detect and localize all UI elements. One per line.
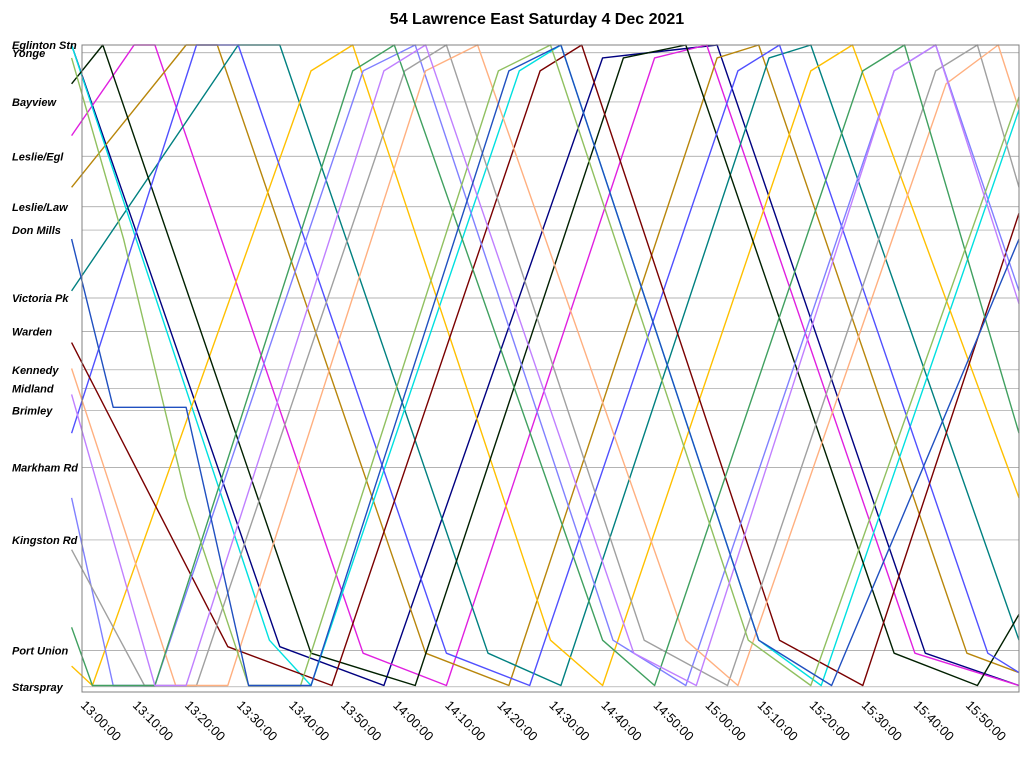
stop-label: Eglinton Stn [12, 40, 77, 52]
time-tick-label: 15:10:00 [755, 698, 801, 744]
stop-label: Midland [12, 384, 54, 396]
time-tick: 14:00:00 [390, 698, 436, 744]
trip-line-10 [70, 44, 1020, 687]
stop-label: Port Union [12, 646, 68, 658]
time-tick-label: 14:40:00 [598, 698, 644, 744]
time-tick-label: 15:20:00 [807, 698, 853, 744]
time-tick-label: 13:30:00 [234, 698, 280, 744]
stop-label: Victoria Pk [12, 293, 69, 305]
stop-label: Don Mills [12, 225, 61, 237]
stop-label: Bayview [12, 97, 57, 109]
time-tick: 15:10:00 [755, 698, 801, 744]
time-tick-label: 13:10:00 [130, 698, 176, 744]
stop-label: Warden [12, 327, 52, 339]
trip-line-4 [71, 44, 1020, 687]
time-tick: 13:00:00 [78, 698, 124, 744]
time-tick-label: 15:40:00 [911, 698, 957, 744]
time-axis-labels: 13:00:00 13:10:00 13:20:00 13:30:00 13:40:00… [78, 698, 1009, 744]
stop-label: Leslie/Egl [12, 151, 64, 163]
time-tick-label: 15:30:00 [859, 698, 905, 744]
stop-label: Markham Rd [12, 462, 78, 474]
time-tick: 13:40:00 [286, 698, 332, 744]
stop-gridlines [82, 44, 1019, 688]
trip-line-7 [71, 44, 1020, 687]
time-tick: 15:00:00 [703, 698, 749, 744]
plot-frame [81, 44, 1020, 693]
time-tick-label: 14:10:00 [442, 698, 488, 744]
stop-label: Kennedy [12, 365, 59, 377]
time-tick: 13:10:00 [130, 698, 176, 744]
trip-line-9 [70, 44, 1020, 687]
trip-line-16 [70, 44, 1020, 687]
time-tick-label: 14:50:00 [650, 698, 696, 744]
time-tick: 14:10:00 [442, 698, 488, 744]
trip-line-11 [70, 44, 1020, 687]
time-tick-label: 14:20:00 [494, 698, 540, 744]
trip-lines [70, 44, 1020, 687]
time-tick-label: 13:20:00 [182, 698, 228, 744]
chart-title: 54 Lawrence East Saturday 4 Dec 2021 [390, 11, 684, 28]
stop-label: Leslie/Law [12, 202, 69, 214]
time-tick-label: 15:50:00 [963, 698, 1009, 744]
time-tick-label: 14:30:00 [546, 698, 592, 744]
time-tick: 14:40:00 [598, 698, 644, 744]
trip-line-2 [71, 44, 1020, 687]
time-tick: 13:50:00 [338, 698, 384, 744]
time-tick: 15:40:00 [911, 698, 957, 744]
time-tick-label: 13:00:00 [78, 698, 124, 744]
time-tick: 15:20:00 [807, 698, 853, 744]
stop-label: Yonge [12, 48, 45, 60]
trip-line-12 [70, 44, 1020, 687]
time-tick-label: 13:50:00 [338, 698, 384, 744]
trip-line-8 [70, 44, 1020, 687]
time-tick: 15:30:00 [859, 698, 905, 744]
trip-line-5 [70, 44, 1020, 687]
time-tick-label: 14:00:00 [390, 698, 436, 744]
trip-line-14 [70, 44, 1020, 687]
time-tick: 13:30:00 [234, 698, 280, 744]
trip-line-15 [70, 44, 1020, 687]
stop-label: Brimley [12, 406, 53, 418]
trip-line-1 [70, 44, 1020, 687]
trip-line-13 [70, 44, 1020, 687]
time-tick: 14:30:00 [546, 698, 592, 744]
time-tick-label: 15:00:00 [703, 698, 749, 744]
stop-label: Starspray [12, 682, 64, 694]
time-tick: 13:20:00 [182, 698, 228, 744]
trip-line-3 [71, 44, 1020, 687]
time-tick: 14:50:00 [650, 698, 696, 744]
time-tick: 15:50:00 [963, 698, 1009, 744]
trip-line-6 [71, 44, 1020, 687]
time-tick-label: 13:40:00 [286, 698, 332, 744]
time-tick: 14:20:00 [494, 698, 540, 744]
stop-label: Kingston Rd [12, 535, 78, 547]
